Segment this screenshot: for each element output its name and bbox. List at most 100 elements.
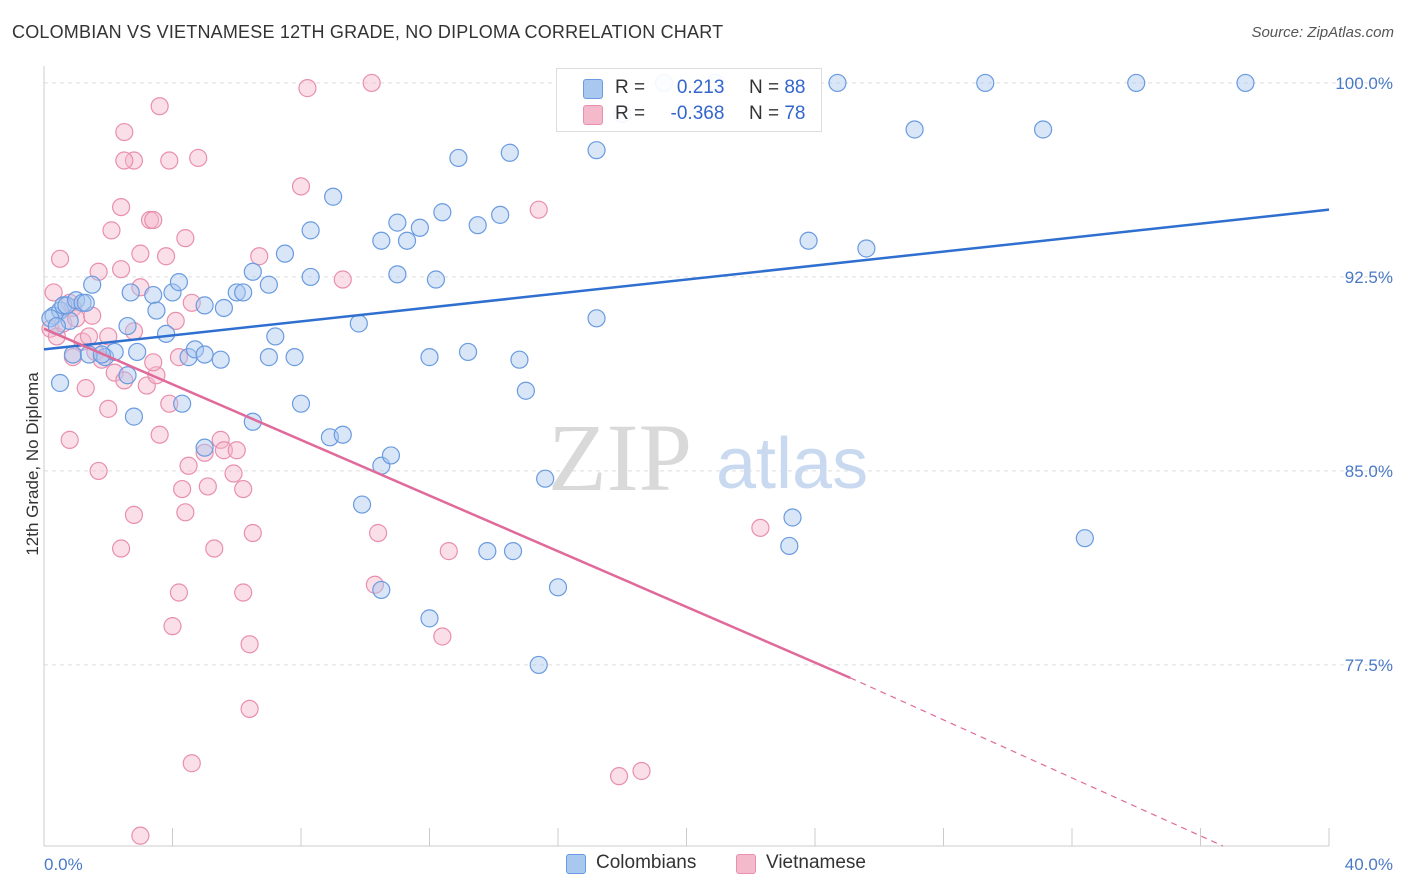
vietnamese-point bbox=[150, 425, 169, 444]
vietnamese-point bbox=[211, 430, 230, 449]
colombians-swatch bbox=[566, 854, 586, 874]
colombians-point bbox=[510, 350, 529, 369]
colombians-point bbox=[426, 270, 446, 289]
colombians-point bbox=[163, 283, 182, 302]
vietnamese-point bbox=[102, 221, 121, 240]
legend-n-value: 78 bbox=[784, 103, 806, 124]
vietnamese-point bbox=[362, 73, 381, 93]
legend-n-label: N = bbox=[748, 103, 780, 124]
colombians-point bbox=[478, 542, 497, 561]
vietnamese-point bbox=[115, 122, 134, 142]
colombians-point bbox=[905, 120, 924, 139]
vietnamese-point bbox=[163, 617, 182, 636]
x-tick-label: 40.0% bbox=[1345, 855, 1393, 874]
vietnamese-point bbox=[179, 456, 198, 475]
vietnamese-legend-label: Vietnamese bbox=[766, 852, 866, 873]
legend-n-value: 88 bbox=[784, 77, 806, 98]
colombians-point bbox=[195, 345, 214, 364]
colombians-point bbox=[324, 187, 343, 206]
y-axis-title: 12th Grade, No Diploma bbox=[23, 372, 42, 556]
vietnamese-point bbox=[144, 353, 163, 372]
colombians-point bbox=[799, 231, 818, 250]
colombians-point bbox=[301, 221, 320, 240]
vietnamese-point bbox=[50, 249, 70, 268]
colombians-point bbox=[780, 536, 799, 556]
vietnamese-point bbox=[333, 270, 352, 289]
vietnamese-point bbox=[111, 539, 131, 558]
legend-r-label: R = bbox=[615, 77, 646, 98]
colombians-point bbox=[128, 342, 147, 362]
colombians-point bbox=[1236, 73, 1255, 93]
colombians-point bbox=[372, 580, 391, 600]
colombians-point bbox=[783, 508, 802, 527]
watermark-zip: ZIP bbox=[548, 404, 692, 511]
colombians-point bbox=[516, 381, 535, 400]
colombians-point bbox=[529, 655, 548, 675]
vietnamese-point bbox=[298, 79, 317, 98]
colombians-point bbox=[227, 283, 246, 302]
colombians-point bbox=[857, 239, 876, 258]
colombians-point bbox=[491, 205, 510, 224]
colombians-point bbox=[301, 267, 320, 287]
colombians-point bbox=[397, 231, 417, 250]
vietnamese-point bbox=[291, 177, 311, 196]
colombians-point bbox=[333, 425, 352, 444]
vietnamese-point bbox=[124, 505, 144, 525]
vietnamese-point bbox=[529, 200, 548, 219]
colombians-point bbox=[266, 327, 285, 346]
colombians-point bbox=[169, 273, 189, 292]
colombians-point bbox=[500, 143, 519, 162]
colombians-point bbox=[259, 275, 278, 294]
legend-r-label: R = bbox=[615, 103, 646, 124]
colombians-legend-label: Colombians bbox=[596, 852, 697, 873]
legend-r-value: 0.213 bbox=[676, 77, 725, 98]
colombians-point bbox=[468, 216, 487, 235]
colombians-point bbox=[291, 394, 311, 413]
y-tick-label: 77.5% bbox=[1345, 656, 1393, 675]
vietnamese-point bbox=[89, 461, 108, 481]
vietnamese-point bbox=[76, 379, 95, 398]
vietnamese-point bbox=[166, 311, 185, 331]
colombians-point bbox=[118, 366, 137, 385]
chart-title: COLOMBIAN VS VIETNAMESE 12TH GRADE, NO D… bbox=[12, 22, 724, 42]
vietnamese-trend-extension bbox=[850, 677, 1224, 847]
vietnamese-point bbox=[224, 464, 243, 483]
vietnamese-point bbox=[60, 430, 79, 449]
colombians-point bbox=[63, 345, 83, 364]
vietnamese-point bbox=[439, 542, 458, 561]
colombians-point bbox=[211, 350, 230, 369]
colombians-point bbox=[976, 73, 995, 93]
colombians-point bbox=[275, 244, 295, 263]
vietnamese-point bbox=[198, 477, 217, 496]
colombians-point bbox=[83, 275, 102, 294]
colombians-point bbox=[352, 495, 372, 514]
colombians-point bbox=[234, 283, 253, 302]
grid-lines bbox=[44, 82, 1390, 666]
colombians-point bbox=[388, 213, 407, 232]
colombians-point bbox=[433, 203, 452, 222]
colombians-point bbox=[243, 262, 262, 281]
y-tick-label: 92.5% bbox=[1345, 268, 1393, 287]
colombians-point bbox=[147, 301, 166, 320]
vietnamese-point bbox=[240, 699, 259, 719]
vietnamese-point bbox=[205, 539, 224, 558]
colombians-point bbox=[828, 73, 847, 93]
vietnamese-point bbox=[160, 394, 179, 413]
watermark: ZIP atlas bbox=[548, 404, 868, 511]
colombians-point bbox=[548, 578, 568, 597]
vietnamese-point bbox=[632, 761, 651, 781]
colombians-point bbox=[76, 293, 95, 312]
colombians-point bbox=[214, 298, 233, 318]
colombians-trend-line bbox=[43, 208, 1330, 351]
vietnamese-point bbox=[243, 523, 262, 543]
colombians-point bbox=[381, 446, 401, 465]
colombians-points bbox=[41, 73, 1255, 675]
colombians-point bbox=[587, 309, 606, 328]
vietnamese-point bbox=[189, 148, 208, 168]
colombians-point bbox=[1127, 73, 1146, 93]
vietnamese-point bbox=[115, 371, 134, 390]
vietnamese-point bbox=[234, 479, 253, 499]
colombians-point bbox=[195, 438, 214, 457]
vietnamese-point bbox=[369, 523, 388, 543]
